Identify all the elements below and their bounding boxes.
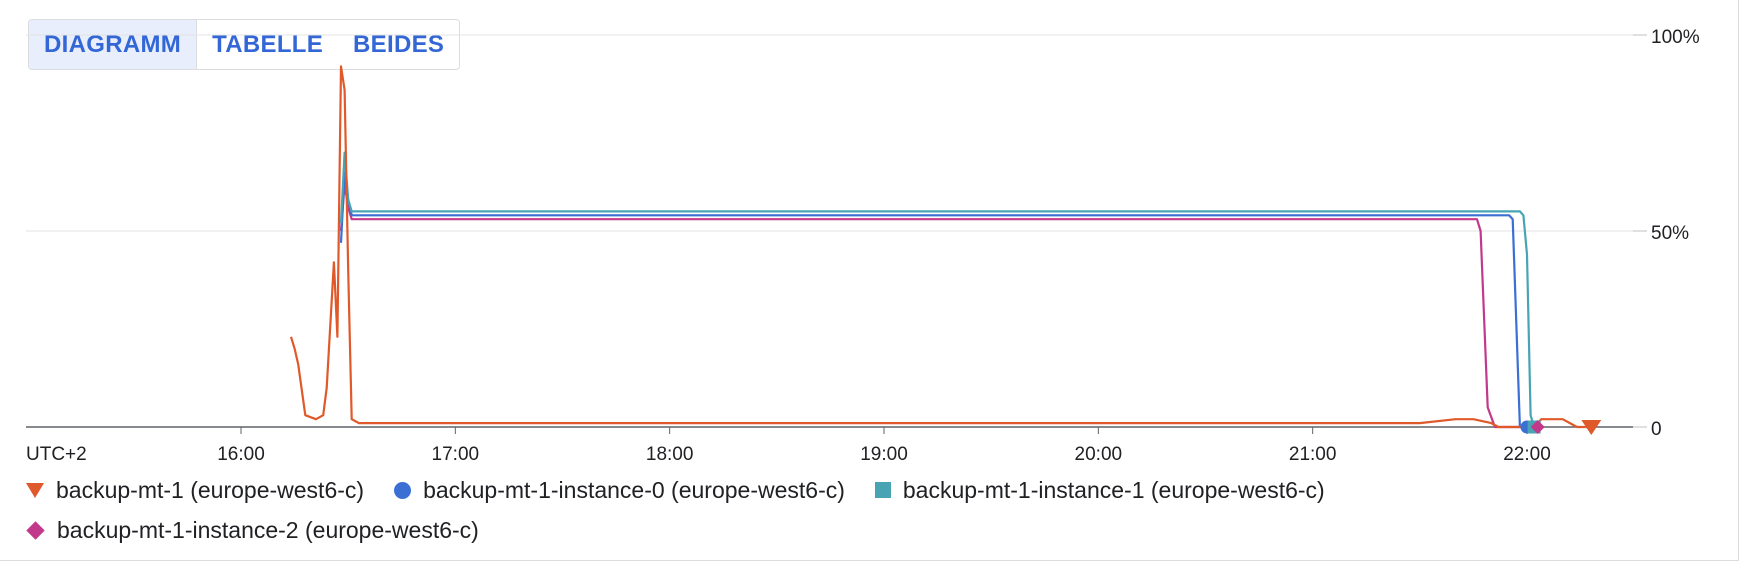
legend-item-backup-mt-1[interactable]: backup-mt-1 (europe-west6-c) — [26, 477, 364, 504]
x-tick-label: 20:00 — [1075, 444, 1123, 465]
timezone-label: UTC+2 — [26, 444, 87, 465]
series-line-0 — [289, 65, 1592, 429]
x-tick-label: 22:00 — [1503, 444, 1551, 465]
legend-label: backup-mt-1-instance-0 (europe-west6-c) — [423, 476, 845, 503]
chart-legend: backup-mt-1 (europe-west6-c) backup-mt-1… — [26, 470, 1526, 550]
series-marker-0 — [1581, 420, 1602, 435]
legend-label: backup-mt-1-instance-1 (europe-west6-c) — [902, 476, 1325, 503]
x-tick-label: 17:00 — [432, 444, 480, 465]
legend-item-instance-0[interactable]: backup-mt-1-instance-0 (europe-west6-c) — [394, 477, 845, 504]
legend-item-instance-2[interactable]: backup-mt-1-instance-2 (europe-west6-c) — [26, 517, 479, 544]
y-tick-label: 50% — [1651, 223, 1689, 244]
circle-marker-icon — [394, 481, 412, 499]
square-marker-icon — [874, 482, 891, 498]
series-line-2 — [339, 151, 1536, 428]
diamond-marker-icon — [26, 520, 45, 540]
triangle-marker-icon — [26, 482, 44, 498]
x-tick-label: 19:00 — [860, 444, 908, 465]
x-tick-label: 21:00 — [1289, 444, 1337, 465]
x-tick-label: 18:00 — [646, 444, 694, 465]
legend-label: backup-mt-1-instance-2 (europe-west6-c) — [57, 516, 479, 543]
y-tick-label: 100% — [1651, 27, 1700, 48]
series-marker-3 — [1530, 420, 1545, 434]
view-toggle: DIAGRAMM TABELLE BEIDES — [28, 19, 461, 70]
y-tick-label: 0 — [1651, 419, 1662, 440]
series-line-3 — [339, 182, 1538, 429]
series-line-1 — [339, 171, 1527, 429]
x-tick-label: 16:00 — [217, 444, 265, 465]
legend-label: backup-mt-1 (europe-west6-c) — [56, 476, 365, 503]
legend-item-instance-1[interactable]: backup-mt-1-instance-1 (europe-west6-c) — [874, 476, 1325, 504]
